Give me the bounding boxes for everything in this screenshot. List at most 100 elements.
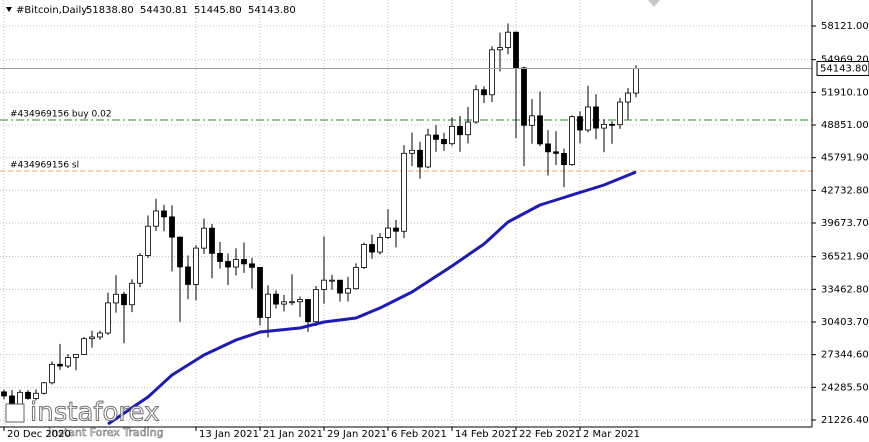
- candle-body: [617, 101, 623, 126]
- x-tick-label: 13 Jan 2021: [199, 429, 259, 440]
- candle-body: [161, 210, 167, 218]
- candle-body: [113, 293, 119, 304]
- candle-body: [321, 279, 327, 290]
- candle-body: [297, 299, 303, 303]
- watermark-icon: [5, 403, 25, 423]
- candle-body: [449, 125, 455, 145]
- candle-body: [1, 391, 7, 397]
- y-tick-label: 24285.50: [821, 382, 869, 393]
- candle-body: [545, 143, 551, 153]
- y-tick-label: 58121.00: [821, 21, 869, 32]
- x-tick-label: 14 Feb 2021: [455, 429, 517, 440]
- candle-body: [129, 282, 135, 306]
- candle-body: [49, 363, 55, 384]
- candle-body: [217, 252, 223, 262]
- candle-body: [353, 267, 359, 290]
- candle-body: [457, 125, 463, 136]
- candle-body: [633, 68, 639, 94]
- y-tick-label: 48851.00: [821, 120, 869, 131]
- candle-body: [601, 123, 607, 129]
- candle-body: [409, 149, 415, 154]
- overlay: [0, 67, 812, 426]
- candle-body: [433, 134, 439, 140]
- candles: [1, 23, 639, 407]
- candle-body: [385, 227, 391, 238]
- candle-body: [561, 153, 567, 166]
- candle-body: [105, 302, 111, 334]
- candle-body: [313, 289, 319, 323]
- candle-body: [193, 247, 199, 285]
- order-label: #434969156 sl: [10, 161, 79, 171]
- candle-body: [585, 106, 591, 131]
- candle-body: [401, 152, 407, 232]
- candle-body: [497, 47, 503, 51]
- x-tick-label: 6 Feb 2021: [391, 429, 447, 440]
- header-open: 51838.80: [86, 5, 134, 16]
- candle-body: [345, 288, 351, 294]
- candle-body: [417, 149, 423, 168]
- candle-body: [137, 255, 143, 284]
- candle-body: [289, 301, 295, 304]
- candle-body: [305, 299, 311, 323]
- candle-body: [425, 134, 431, 168]
- candle-body: [41, 382, 47, 394]
- x-tick-label: 2 Mar 2021: [583, 429, 640, 440]
- candle-body: [153, 210, 159, 227]
- x-tick-label: 29 Jan 2021: [327, 429, 387, 440]
- candle-body: [281, 301, 287, 305]
- candle-body: [89, 336, 95, 340]
- y-tick-label: 39673.70: [821, 218, 869, 229]
- candle-body: [625, 92, 631, 103]
- order-label: #434969156 buy 0.02: [10, 109, 112, 119]
- candle-body: [241, 259, 247, 265]
- candle-body: [393, 227, 399, 232]
- candle-body: [521, 67, 527, 126]
- watermark-tagline: Instant Forex Trading: [48, 426, 164, 439]
- candle-body: [145, 225, 151, 256]
- candle-body: [57, 363, 63, 367]
- y-tick-label: 27344.60: [821, 350, 869, 361]
- candle-body: [569, 116, 575, 166]
- candle-body: [337, 279, 343, 294]
- y-tick-label: 45791.90: [821, 153, 869, 164]
- candle-body: [593, 106, 599, 129]
- candle-body: [185, 266, 191, 285]
- candle-body: [97, 332, 103, 338]
- candle-body: [465, 121, 471, 136]
- candle-body: [233, 259, 239, 268]
- candle-body: [489, 49, 495, 96]
- candle-body: [529, 115, 535, 126]
- candle-body: [33, 392, 39, 399]
- last-price-label: 54143.80: [820, 63, 868, 74]
- candle-body: [25, 391, 31, 399]
- y-tick-label: 54969.20: [821, 55, 869, 66]
- candle-body: [121, 293, 127, 306]
- candle-body: [17, 391, 23, 405]
- candle-body: [257, 266, 263, 318]
- candle-body: [361, 244, 367, 268]
- candle-body: [609, 123, 615, 126]
- candle-body: [169, 216, 175, 238]
- candle-body: [513, 31, 519, 69]
- header-symbol: #Bitcoin,Daily: [16, 5, 87, 16]
- candle-body: [9, 395, 15, 405]
- x-tick-label: 20 Dec 2020: [7, 429, 71, 440]
- header-high: 54430.81: [140, 5, 188, 16]
- y-tick-label: 42732.80: [821, 185, 869, 196]
- candle-body: [577, 116, 583, 131]
- x-tick-label: 22 Feb 2021: [519, 429, 581, 440]
- candle-body: [249, 263, 255, 268]
- y-tick-label: 30403.70: [821, 317, 869, 328]
- watermark: instaforex Instant Forex Trading: [5, 397, 164, 439]
- header-close: 54143.80: [248, 5, 296, 16]
- candle-body: [329, 279, 335, 282]
- candle-body: [481, 89, 487, 96]
- y-tick-label: 21226.40: [821, 415, 869, 426]
- candle-body: [273, 293, 279, 305]
- y-tick-label: 51910.10: [821, 87, 869, 98]
- moving-average: [107, 170, 637, 426]
- header-low: 51445.80: [194, 5, 242, 16]
- watermark-brand: instaforex: [30, 398, 159, 428]
- candle-body: [209, 227, 215, 254]
